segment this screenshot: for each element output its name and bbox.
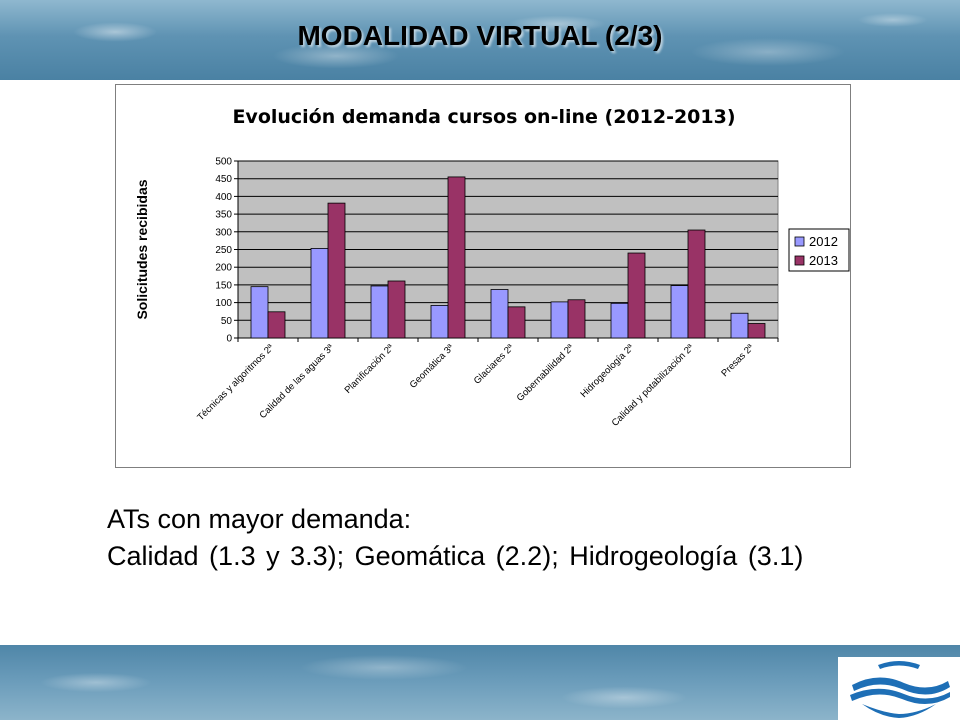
bottom-water-banner xyxy=(0,645,960,720)
summary-heading: ATs con mayor demanda: xyxy=(107,504,412,534)
bar-2012-3 xyxy=(370,285,389,339)
bar-chart: Evolución demanda cursos on-line (2012-2… xyxy=(134,106,850,429)
bar-2013-7 xyxy=(627,252,646,339)
y-tick-label: 450 xyxy=(215,174,232,185)
y-tick-label: 250 xyxy=(215,245,232,256)
y-tick-label: 50 xyxy=(221,316,233,327)
x-category-label: Hidrogeología 2ª xyxy=(578,342,636,400)
x-category-label: Planificación 2ª xyxy=(343,342,397,396)
legend-swatch-2012 xyxy=(794,236,805,247)
slide-title: MODALIDAD VIRTUAL (2/3) xyxy=(297,20,663,51)
bar-2013-5 xyxy=(507,306,526,339)
y-tick-label: 400 xyxy=(215,192,232,203)
bar-2012-4 xyxy=(430,305,449,339)
bar-2012-1 xyxy=(250,286,269,339)
bar-2012-6 xyxy=(550,301,569,339)
x-category-label: Glaciares 2ª xyxy=(472,342,517,387)
y-tick-label: 0 xyxy=(226,334,232,345)
legend-swatch-2013 xyxy=(794,255,805,266)
organization-logo xyxy=(838,657,960,720)
chart-frame: Evolución demanda cursos on-line (2012-2… xyxy=(115,84,851,468)
y-tick-label: 350 xyxy=(215,210,232,221)
water-waves-logo-icon xyxy=(850,661,950,718)
bar-2013-1 xyxy=(267,311,286,339)
x-category-label: Presas 2ª xyxy=(719,342,756,379)
bar-2012-8 xyxy=(670,285,689,339)
bar-2012-7 xyxy=(610,302,629,339)
legend-label-2012: 2012 xyxy=(809,234,838,249)
y-axis-label: Solicitudes recibidas xyxy=(134,179,150,319)
bar-2012-9 xyxy=(730,312,749,339)
top-water-banner xyxy=(0,0,960,80)
bar-2013-8 xyxy=(687,229,706,339)
summary-detail: Calidad (1.3 y 3.3); Geomática (2.2); Hi… xyxy=(107,541,804,571)
bar-2013-4 xyxy=(447,176,466,339)
x-category-label: Geomática 3ª xyxy=(408,342,457,391)
x-category-label: Gobernabilidad 2ª xyxy=(515,342,577,404)
bar-2012-2 xyxy=(310,248,329,339)
chart-title: Evolución demanda cursos on-line (2012-2… xyxy=(232,106,735,128)
y-tick-label: 500 xyxy=(215,157,232,168)
legend-label-2013: 2013 xyxy=(809,253,838,268)
bar-2013-3 xyxy=(387,280,406,339)
bar-2013-9 xyxy=(747,323,766,339)
bar-2013-6 xyxy=(567,299,586,339)
y-tick-label: 150 xyxy=(215,280,232,291)
y-tick-label: 200 xyxy=(215,263,232,274)
bar-2012-5 xyxy=(490,289,509,339)
y-tick-label: 300 xyxy=(215,227,232,238)
bar-2013-2 xyxy=(327,202,346,339)
y-tick-label: 100 xyxy=(215,298,232,309)
